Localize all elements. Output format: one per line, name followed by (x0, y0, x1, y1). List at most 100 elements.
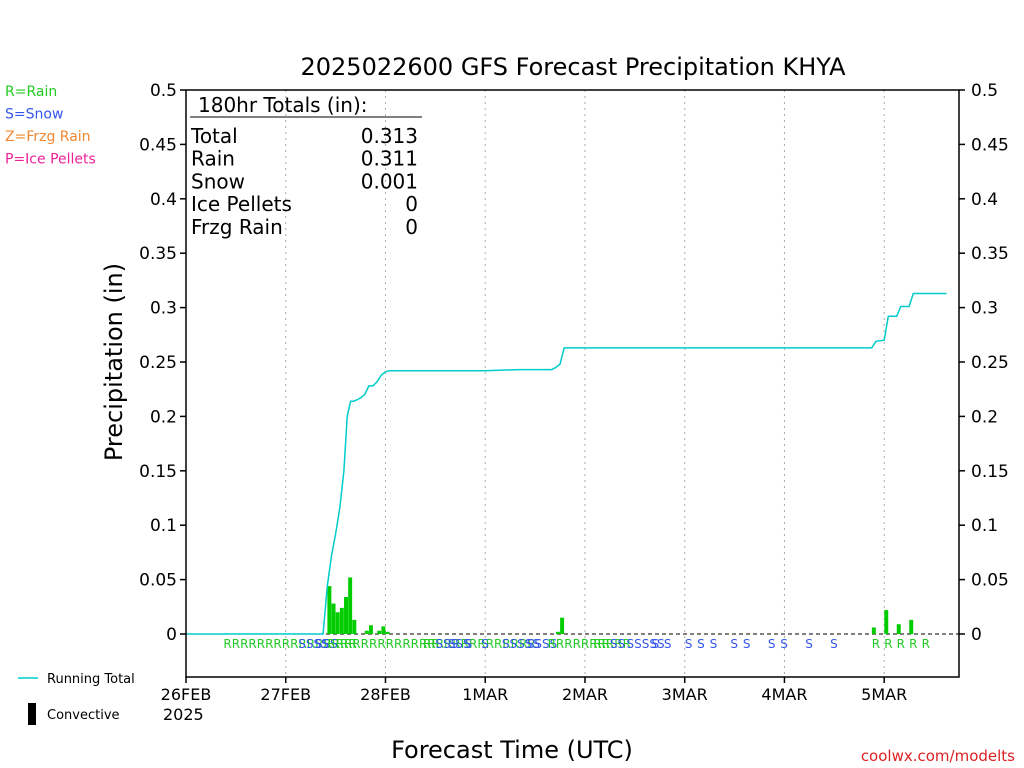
precip-bar (871, 627, 876, 634)
ptype-letters: S (464, 637, 472, 651)
x-tick-label: 3MAR (662, 685, 708, 704)
ptype-letters: RR (423, 637, 440, 651)
ptype-letters: S (805, 637, 813, 651)
y-tick-label-right: 0.05 (971, 571, 1009, 591)
precip-bar (331, 603, 336, 634)
precip-bar (364, 630, 369, 634)
ptype-letters: S (768, 637, 776, 651)
precip-bar (335, 612, 340, 634)
y-axis-label: Precipitation (in) (100, 263, 128, 461)
x-tick-label: 28FEB (360, 685, 411, 704)
series-legend-label: Convective (47, 708, 120, 723)
ptype-letters: R (922, 637, 930, 651)
ptype-letters: RRRRRRRRRRRRRRRRRRRRRRRRR (327, 637, 535, 651)
plot-frame (185, 89, 960, 678)
ptype-legend-item: P=Ice Pellets (5, 152, 96, 168)
precip-bar (327, 586, 332, 634)
y-tick-label-left: 0.25 (139, 353, 177, 373)
y-tick-label-left: 0.45 (139, 135, 177, 155)
ptype-letters: S (685, 637, 693, 651)
precip-bar (385, 631, 390, 634)
ptype-letters: RR (593, 637, 610, 651)
x-tick-label: 1MAR (462, 685, 508, 704)
ptype-letters: SSS (448, 637, 471, 651)
x-tick-label: 26FEB (161, 685, 212, 704)
ptype-letters: R (897, 637, 905, 651)
bars-layer (327, 577, 914, 634)
precip-bar (381, 626, 386, 634)
chart-title: 2025022600 GFS Forecast Precipitation KH… (301, 53, 847, 81)
ptype-letters: RRRRRRRRRR (548, 637, 631, 651)
series-legend: Running Total Convective (18, 672, 135, 725)
ptype-letters: S (830, 637, 838, 651)
y-tick-label-left: 0.05 (139, 571, 177, 591)
totals-row-label: Rain (191, 147, 235, 171)
precip-bar (348, 577, 353, 634)
totals-row-label: Ice Pellets (191, 192, 292, 216)
y-tick-label-right: 0.25 (971, 353, 1009, 373)
series-legend-label: Running Total (47, 672, 135, 687)
ptype-letters: S (481, 637, 489, 651)
totals-row-value: 0.311 (361, 147, 418, 171)
legend-bar-swatch (28, 703, 36, 725)
y-tick-label-left: 0.4 (150, 190, 177, 210)
ptype-letters: S (780, 637, 788, 651)
y-tick-label-left: 0.35 (139, 244, 177, 264)
totals-row-label: Snow (191, 169, 245, 193)
ptype-letters: SSSS (298, 637, 328, 651)
y-tick-label-right: 0 (971, 625, 982, 645)
totals-row-value: 0.313 (361, 124, 418, 148)
line-layer (186, 292, 947, 635)
ptype-letters: S (651, 637, 659, 651)
x-tick-label: 4MAR (761, 685, 807, 704)
precip-bar (560, 617, 565, 634)
y-tick-label-right: 0.3 (971, 299, 998, 319)
totals-row-label: Frzg Rain (191, 215, 283, 239)
x-axis-label: Forecast Time (UTC) (391, 736, 633, 764)
precip-bar (368, 625, 373, 634)
y-tick-label-right: 0.45 (971, 135, 1009, 155)
ptype-letters: S (710, 637, 718, 651)
precip-bar (896, 624, 901, 634)
totals-rows: Total 0.313 Rain 0.311 Snow 0.001 Ice Pellets 0… (190, 124, 418, 239)
precip-bar (884, 610, 889, 634)
ptype-legend-item: R=Rain (5, 84, 57, 100)
ptype-layer: RRRRRRRRRRRRRRRRSSSSSSSRRRRRRRRRRRRRRRRR… (223, 637, 930, 651)
watermark: coolwx.com/modelts (861, 747, 1015, 765)
precip-bar (339, 607, 344, 634)
y-tick-label-left: 0.5 (150, 81, 177, 101)
precip-bar (555, 631, 560, 634)
ptype-letters: SSSS (527, 637, 557, 651)
totals-row-value: 0.001 (361, 169, 418, 193)
ptype-letters: SSS (315, 637, 338, 651)
ptype-legend: R=Rain S=Snow Z=Frzg Rain P=Ice Pellets (5, 84, 96, 168)
year-label: 2025 (163, 705, 204, 724)
y-tick-label-left: 0.1 (150, 516, 177, 536)
running-total-line (186, 292, 947, 635)
precip-bar (344, 597, 348, 634)
ptype-letters: SS (610, 637, 625, 651)
ptype-legend-item: Z=Frzg Rain (5, 129, 91, 145)
totals-header: 180hr Totals (in): (198, 93, 368, 117)
y-tick-label-right: 0.2 (971, 407, 998, 427)
ptype-letters: R (884, 637, 892, 651)
grid-layer (186, 90, 959, 677)
ptype-letters: R (872, 637, 880, 651)
x-tick-label: 5MAR (861, 685, 907, 704)
y-tick-label-left: 0.15 (139, 462, 177, 482)
ptype-letters: S (664, 637, 672, 651)
ptype-letters: RRRRRRRRRRRRRRRR (223, 637, 356, 651)
y-tick-label-right: 0.35 (971, 244, 1009, 264)
ptype-legend-item: S=Snow (5, 107, 63, 123)
ptype-letters: S (697, 637, 705, 651)
y-tick-label-right: 0.1 (971, 516, 998, 536)
ptype-letters: S (730, 637, 738, 651)
y-tick-label-left: 0.3 (150, 299, 177, 319)
precip-bar (377, 630, 382, 634)
y-tick-label-right: 0.15 (971, 462, 1009, 482)
y-tick-label-right: 0.4 (971, 190, 998, 210)
totals-row-label: Total (190, 124, 238, 148)
totals-row-value: 0 (405, 215, 418, 239)
y-tick-label-left: 0.2 (150, 407, 177, 427)
